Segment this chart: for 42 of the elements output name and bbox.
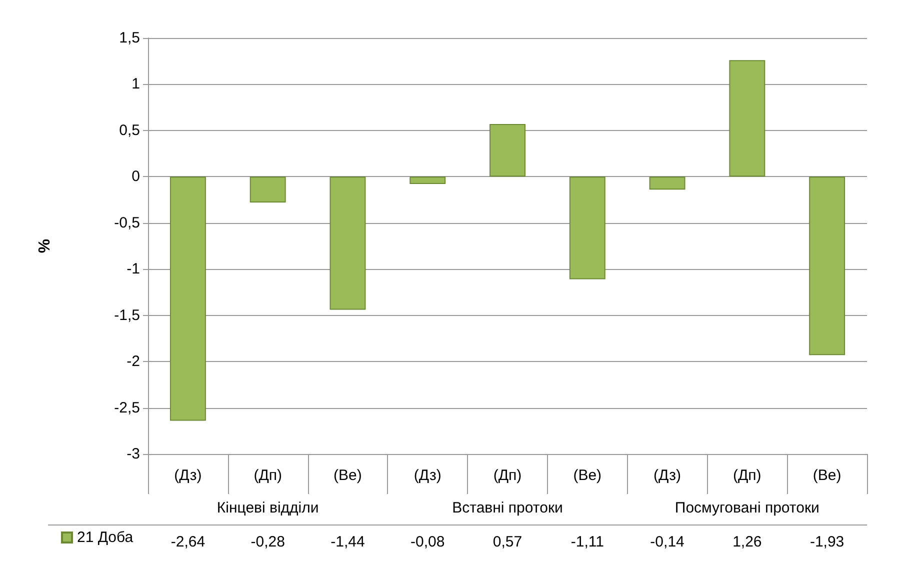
- y-tick-label: -1: [126, 260, 140, 278]
- y-tick-label: -3: [126, 446, 140, 462]
- y-tick-label: -0,5: [114, 214, 140, 232]
- bar: [490, 124, 526, 177]
- x-tick-label: (Дп): [254, 467, 282, 484]
- bar: [410, 176, 446, 184]
- y-tick-label: -1,5: [114, 306, 140, 324]
- y-tick-label: 1,5: [119, 30, 140, 46]
- text: Кінцеві відділи: [216, 500, 319, 516]
- bar: [250, 176, 286, 203]
- bar: [569, 176, 606, 280]
- data-label: 0,57: [492, 534, 522, 550]
- y-tick-label: -2: [126, 353, 140, 370]
- x-tick-label: (Ве): [812, 467, 842, 484]
- x-tick-label: (Ве): [573, 467, 602, 484]
- text: Вставні протоки: [452, 500, 563, 516]
- x-tick-label: (Дз): [174, 467, 202, 484]
- x-tick-label: (Дп): [493, 467, 522, 484]
- data-label: -0,14: [650, 534, 684, 550]
- text: Посмуговані протоки: [674, 500, 820, 516]
- data-label: -1,44: [330, 534, 365, 550]
- x-tick-label: (Дз): [414, 467, 442, 484]
- bar: [729, 60, 766, 177]
- x-tick-label: (Дз): [654, 467, 682, 484]
- y-tick-label: 0: [132, 168, 140, 186]
- y-axis-title: %: [36, 238, 54, 254]
- data-label: 1,26: [732, 534, 762, 550]
- bar: [170, 176, 206, 421]
- y-tick-label: 0,5: [119, 122, 140, 139]
- x-tick-label: (Дп): [733, 467, 762, 484]
- y-tick-label: -2,5: [114, 399, 140, 416]
- data-label: -1,93: [810, 534, 844, 550]
- data-label: -0,28: [250, 534, 285, 550]
- y-tick-label: 1: [132, 76, 140, 93]
- x-tick-label: (Ве): [334, 467, 362, 484]
- data-label: -2,64: [170, 534, 206, 550]
- data-label: -0,08: [410, 534, 445, 550]
- bar: [809, 176, 846, 356]
- bar: [330, 176, 366, 310]
- data-label: -1,11: [570, 534, 604, 550]
- legend-label: 21 Доба: [77, 529, 134, 546]
- bar: [649, 176, 686, 190]
